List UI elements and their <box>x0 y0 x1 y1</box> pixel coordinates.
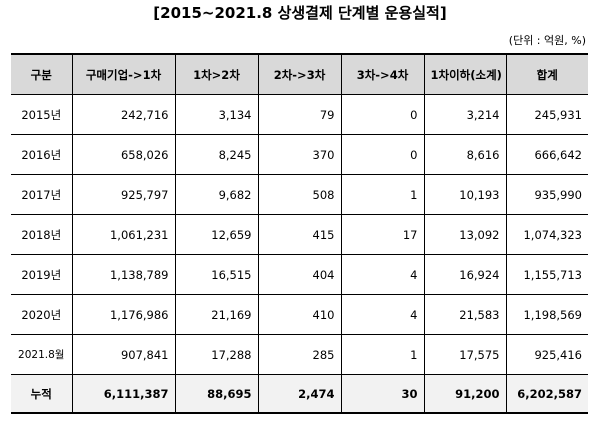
table-cell: 3,214 <box>423 94 507 135</box>
table-cell: 666,642 <box>505 134 588 175</box>
table-cell: 1,074,323 <box>505 214 588 255</box>
table-cell: 12,659 <box>174 214 259 255</box>
table-row: 2018년 1,061,231 12,659 415 17 13,092 1,0… <box>11 214 588 255</box>
performance-table: 구분 구매기업->1차 1차>2차 2차->3차 3차->4차 1차이하(소계)… <box>11 53 588 414</box>
column-header: 1차이하(소계) <box>423 53 507 95</box>
table-row: 2015년 242,716 3,134 79 0 3,214 245,931 <box>11 94 588 135</box>
table-cell: 404 <box>257 254 342 295</box>
table-row: 2016년 658,026 8,245 370 0 8,616 666,642 <box>11 134 588 175</box>
table-cell: 907,841 <box>71 334 176 375</box>
table-cell: 1,198,569 <box>505 294 588 335</box>
unit-note: (단위 : 억원, %) <box>508 34 586 47</box>
table-cell: 1 <box>340 334 425 375</box>
table-cell: 925,416 <box>505 334 588 375</box>
table-cell: 935,990 <box>505 174 588 215</box>
table-cell: 415 <box>257 214 342 255</box>
table-cell: 10,193 <box>423 174 507 215</box>
table-row: 2019년 1,138,789 16,515 404 4 16,924 1,15… <box>11 254 588 295</box>
table-cell: 21,583 <box>423 294 507 335</box>
total-cell: 88,695 <box>174 374 259 414</box>
table-cell: 4 <box>340 294 425 335</box>
total-label: 누적 <box>11 374 73 414</box>
table-cell: 3,134 <box>174 94 259 135</box>
total-row: 누적 6,111,387 88,695 2,474 30 91,200 6,20… <box>11 374 588 414</box>
row-label: 2016년 <box>11 134 73 175</box>
column-header: 합계 <box>505 53 588 95</box>
row-label: 2019년 <box>11 254 73 295</box>
table-cell: 658,026 <box>71 134 176 175</box>
table-cell: 1 <box>340 174 425 215</box>
column-header: 3차->4차 <box>340 53 425 95</box>
column-header: 구분 <box>11 53 73 95</box>
table-cell: 8,245 <box>174 134 259 175</box>
table-cell: 13,092 <box>423 214 507 255</box>
table-row: 2020년 1,176,986 21,169 410 4 21,583 1,19… <box>11 294 588 335</box>
column-header: 1차>2차 <box>174 53 259 95</box>
table-cell: 17,288 <box>174 334 259 375</box>
table-cell: 285 <box>257 334 342 375</box>
table-cell: 1,061,231 <box>71 214 176 255</box>
row-label: 2021.8월 <box>11 334 73 375</box>
table-header-row: 구분 구매기업->1차 1차>2차 2차->3차 3차->4차 1차이하(소계)… <box>11 53 588 95</box>
total-cell: 6,111,387 <box>71 374 176 414</box>
table-cell: 245,931 <box>505 94 588 135</box>
table-cell: 370 <box>257 134 342 175</box>
column-header: 구매기업->1차 <box>71 53 176 95</box>
row-label: 2018년 <box>11 214 73 255</box>
total-cell: 6,202,587 <box>505 374 588 414</box>
table-cell: 0 <box>340 94 425 135</box>
table-row: 2021.8월 907,841 17,288 285 1 17,575 925,… <box>11 334 588 375</box>
table-cell: 4 <box>340 254 425 295</box>
page-title: [2015~2021.8 상생결제 단계별 운용실적] <box>153 4 447 22</box>
table-cell: 17 <box>340 214 425 255</box>
table-cell: 1,155,713 <box>505 254 588 295</box>
table-cell: 0 <box>340 134 425 175</box>
table-cell: 508 <box>257 174 342 215</box>
row-label: 2020년 <box>11 294 73 335</box>
table-cell: 17,575 <box>423 334 507 375</box>
table-cell: 8,616 <box>423 134 507 175</box>
table-cell: 1,176,986 <box>71 294 176 335</box>
table-cell: 1,138,789 <box>71 254 176 295</box>
total-cell: 30 <box>340 374 425 414</box>
table-cell: 925,797 <box>71 174 176 215</box>
table-row: 2017년 925,797 9,682 508 1 10,193 935,990 <box>11 174 588 215</box>
row-label: 2017년 <box>11 174 73 215</box>
total-cell: 2,474 <box>257 374 342 414</box>
column-header: 2차->3차 <box>257 53 342 95</box>
table-cell: 16,924 <box>423 254 507 295</box>
table-cell: 242,716 <box>71 94 176 135</box>
table-cell: 16,515 <box>174 254 259 295</box>
row-label: 2015년 <box>11 94 73 135</box>
table-cell: 79 <box>257 94 342 135</box>
total-cell: 91,200 <box>423 374 507 414</box>
table-cell: 21,169 <box>174 294 259 335</box>
table-cell: 410 <box>257 294 342 335</box>
table-cell: 9,682 <box>174 174 259 215</box>
